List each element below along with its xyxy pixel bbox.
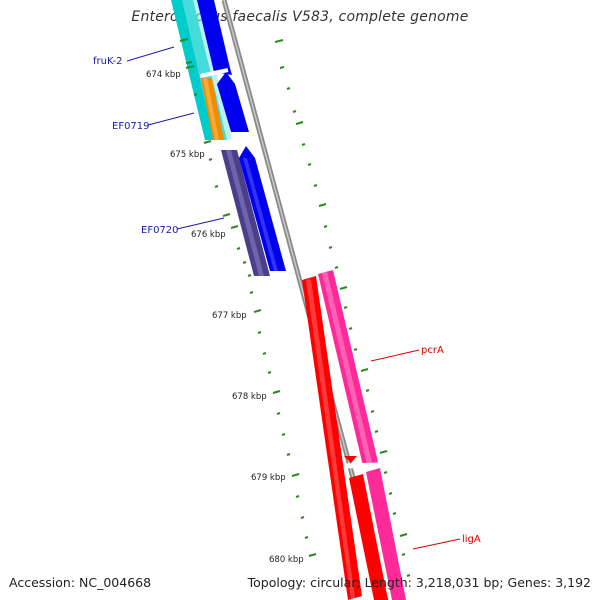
tick-label-679: 679 kbp [251,473,286,483]
leader-line-EF0720 [176,217,225,230]
forward-cds-mid [217,72,249,132]
tick-label-674: 674 kbp [146,70,181,80]
genome-summary-text: Topology: circular; Length: 3,218,031 bp… [247,575,591,590]
gene-label-EF0720[interactable]: EF0720 [141,225,179,236]
tick-track-right [274,39,411,577]
leader-line-pcrA [370,349,420,362]
accession-text: Accession: NC_004668 [9,575,152,590]
tick-label-680: 680 kbp [269,555,304,565]
tick-label-676: 676 kbp [191,230,226,240]
tick-label-678: 678 kbp [232,392,267,402]
leader-line-ligA [412,538,461,550]
tick-label-677: 677 kbp [212,311,247,321]
tick-label-675: 675 kbp [170,150,205,160]
gene-label-EF0719[interactable]: EF0719 [112,121,150,132]
forward-cds-lower-shade [243,158,278,271]
tick-track-left [179,38,317,557]
gene-label-ligA[interactable]: ligA [462,534,481,545]
red-cds-arrow [344,456,357,463]
forward-cds-top [197,0,232,75]
pink-cds-lower [366,468,406,600]
orange-feature-shade [203,78,219,140]
leader-line-EF0719 [147,112,195,126]
purple-feature-shade [226,150,264,276]
gene-label-pcrA[interactable]: pcrA [421,345,444,356]
feature-gap [199,68,229,78]
red-cds-lower [349,474,388,600]
leader-line-fruK-2 [126,46,175,62]
gene-label-fruK-2[interactable]: fruK-2 [93,56,122,67]
cyan-feature-shade [182,0,232,140]
feature-gap [217,136,249,147]
feature-gap [343,462,385,469]
pink-cds-upper-shade [322,272,372,464]
red-cds-upper-shade [306,279,355,599]
